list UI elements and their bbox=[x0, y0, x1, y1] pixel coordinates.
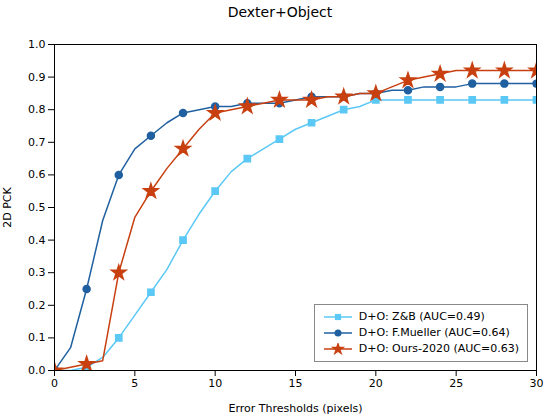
svg-text:2D PCK: 2D PCK bbox=[1, 186, 14, 227]
html-text:Dexter+Object: Dexter+Object bbox=[227, 4, 333, 20]
svg-text:25: 25 bbox=[449, 377, 463, 390]
svg-text:30: 30 bbox=[530, 377, 544, 390]
svg-text:0.8: 0.8 bbox=[28, 103, 46, 116]
svg-text:0.2: 0.2 bbox=[28, 299, 46, 312]
svg-text:0.9: 0.9 bbox=[28, 71, 46, 84]
svg-text:10: 10 bbox=[208, 377, 222, 390]
svg-text:20: 20 bbox=[369, 377, 383, 390]
svg-text:0.3: 0.3 bbox=[28, 266, 46, 279]
svg-text:15: 15 bbox=[289, 377, 303, 390]
svg-text:0.1: 0.1 bbox=[28, 331, 46, 344]
svg-text:0.0: 0.0 bbox=[28, 364, 46, 377]
svg-text:Error Thresholds (pixels): Error Thresholds (pixels) bbox=[228, 402, 362, 415]
svg-text:1.0: 1.0 bbox=[28, 38, 46, 51]
svg-text:0.5: 0.5 bbox=[28, 201, 46, 214]
html-text:D+O: Ours-2020 (AUC=0.63): D+O: Ours-2020 (AUC=0.63) bbox=[358, 342, 519, 355]
svg-text:0.4: 0.4 bbox=[28, 234, 46, 247]
html-text:D+O: F.Mueller (AUC=0.64): D+O: F.Mueller (AUC=0.64) bbox=[358, 326, 510, 339]
svg-text:0.6: 0.6 bbox=[28, 168, 46, 181]
svg-text:0.7: 0.7 bbox=[28, 136, 46, 149]
html-text:D+O: Z&B (AUC=0.49): D+O: Z&B (AUC=0.49) bbox=[358, 310, 485, 323]
svg-text:5: 5 bbox=[131, 377, 138, 390]
svg-text:0: 0 bbox=[51, 377, 58, 390]
